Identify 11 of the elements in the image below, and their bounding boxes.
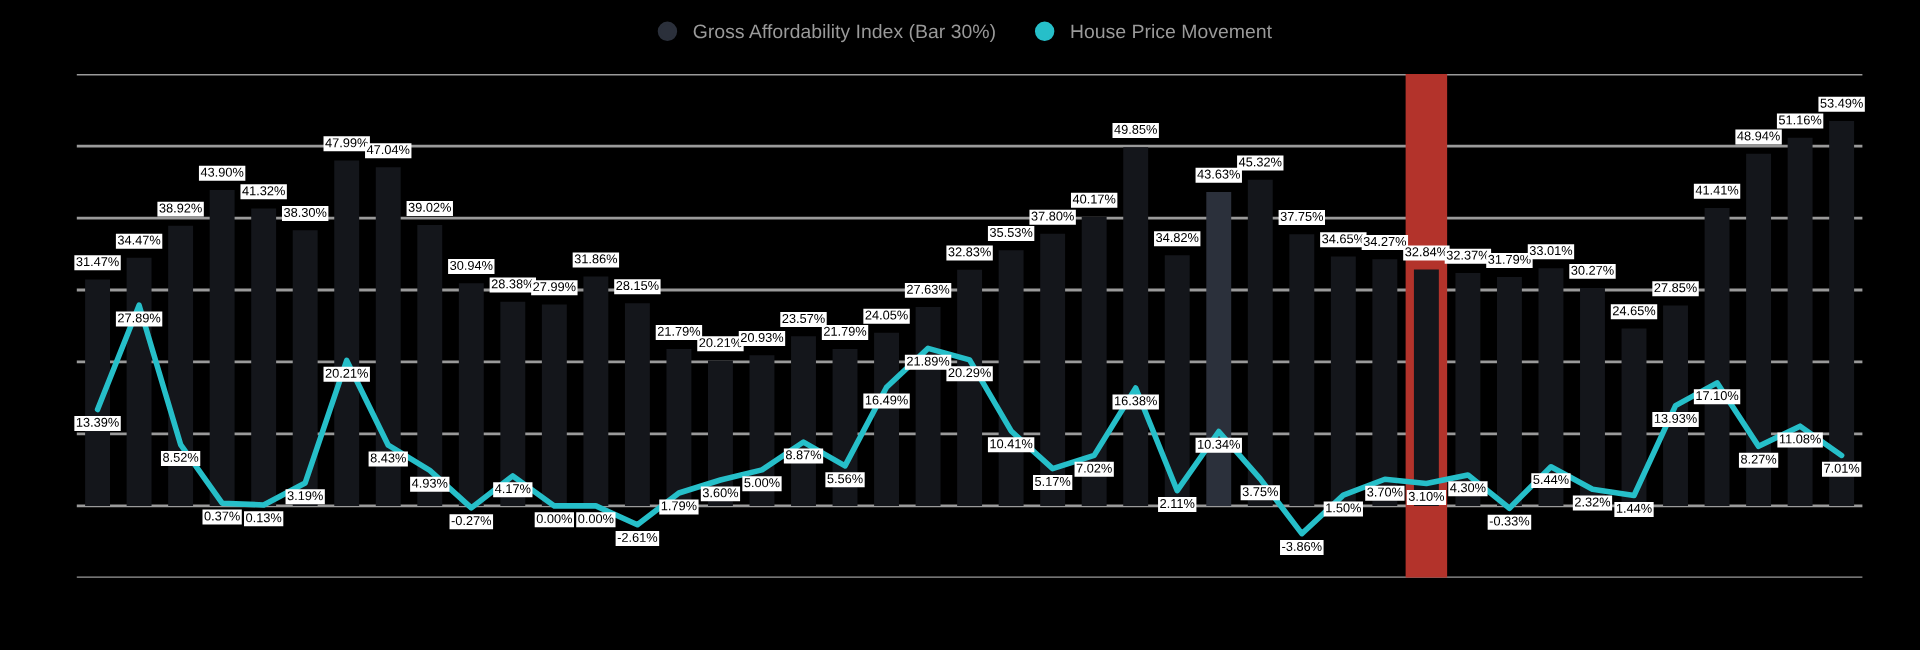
- bar: [251, 208, 277, 506]
- bar: [458, 283, 484, 506]
- bar: [541, 304, 567, 506]
- legend-label: Gross Affordability Index (Bar 30%): [693, 24, 995, 43]
- bar: [1496, 277, 1522, 506]
- bar: [209, 189, 235, 506]
- bar: [1289, 234, 1315, 506]
- bar: [624, 303, 650, 506]
- bar: [1330, 256, 1356, 506]
- bar: [583, 276, 609, 506]
- legend-label: House Price Movement: [1071, 24, 1272, 39]
